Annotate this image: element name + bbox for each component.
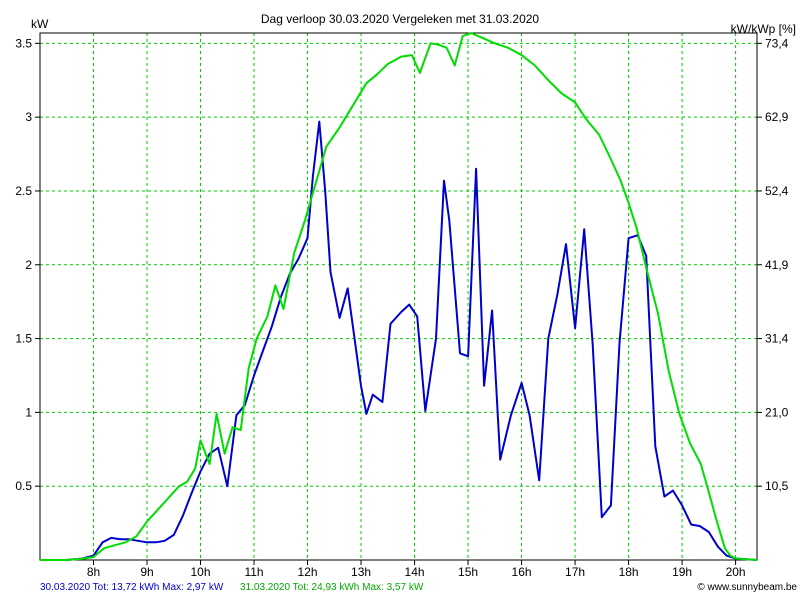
x-tick-label-12h: 12h (298, 565, 318, 579)
x-tick-label-16h: 16h (512, 565, 532, 579)
x-tick-label-14h: 14h (405, 565, 425, 579)
x-tick-label-9h: 9h (140, 565, 153, 579)
plot-frame (39, 32, 758, 561)
y-tick-label-right-73,4: 73,4 (765, 36, 789, 50)
y-tick-label-right-10,5: 10,5 (765, 479, 789, 493)
axes (35, 32, 762, 565)
y-tick-label-left-3: 3 (25, 110, 32, 124)
x-tick-label-15h: 15h (458, 565, 478, 579)
series-line-2 (40, 32, 758, 561)
y-tick-label-left-2.5: 2.5 (15, 184, 32, 198)
legend-series-2: 31.03.2020 Tot: 24,93 kWh Max: 3,57 kW (240, 582, 424, 593)
legend-series-1: 30.03.2020 Tot: 13,72 kWh Max: 2,97 kW (40, 582, 224, 593)
y-tick-label-left-1: 1 (25, 405, 32, 419)
x-tick-label-20h: 20h (726, 565, 746, 579)
y-tick-label-left-2: 2 (25, 258, 32, 272)
x-tick-label-11h: 11h (244, 565, 263, 579)
y-axis-label-left: kW (31, 17, 49, 31)
y-tick-label-right-41,9: 41,9 (765, 258, 789, 272)
y-tick-label-right-62,9: 62,9 (765, 110, 789, 124)
series-line-1 (40, 120, 758, 561)
y-tick-label-left-3.5: 3.5 (15, 36, 32, 50)
x-tick-label-10h: 10h (191, 565, 211, 579)
x-tick-label-17h: 17h (565, 565, 585, 579)
y-tick-label-right-52,4: 52,4 (765, 184, 789, 198)
x-tick-label-8h: 8h (87, 565, 100, 579)
y-axis-label-right: kW/kWp [%] (731, 22, 796, 36)
copyright-text: © www.sunnybeam.be (697, 582, 797, 593)
x-tick-label-18h: 18h (619, 565, 639, 579)
grid (40, 33, 757, 560)
x-tick-label-13h: 13h (351, 565, 371, 579)
y-tick-label-left-0.5: 0.5 (15, 479, 32, 493)
tick-labels: 8h 9h 10h 11h 12h 13h 14h 15h 16h 17h 18h 19h 20h 0.5… (15, 36, 788, 579)
x-tick-label-19h: 19h (672, 565, 692, 579)
series-group (40, 32, 758, 561)
y-tick-label-right-21,0: 21,0 (765, 405, 789, 419)
chart-title: Dag verloop 30.03.2020 Vergeleken met 31… (261, 12, 540, 26)
y-tick-label-right-31,4: 31,4 (765, 332, 789, 346)
y-tick-label-left-1.5: 1.5 (15, 332, 32, 346)
